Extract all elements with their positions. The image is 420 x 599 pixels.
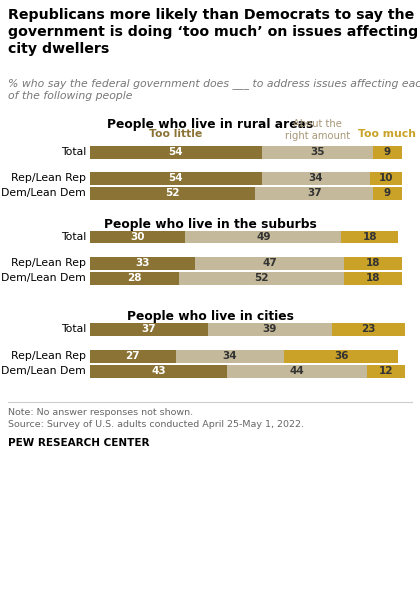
Text: 36: 36 [334,351,349,361]
Bar [255,186,373,199]
Text: Note: No answer responses not shown.: Note: No answer responses not shown. [8,408,193,417]
Text: 23: 23 [361,324,375,334]
Bar [90,186,255,199]
Bar [344,256,402,270]
Bar [373,186,402,199]
Text: PEW RESEARCH CENTER: PEW RESEARCH CENTER [8,438,150,448]
Text: 54: 54 [168,147,183,157]
Text: People who live in cities: People who live in cities [126,310,294,323]
Text: 37: 37 [307,188,321,198]
Bar [90,146,262,159]
Text: People who live in the suburbs: People who live in the suburbs [104,218,316,231]
Bar [332,322,405,335]
Text: 18: 18 [362,232,377,242]
Text: Dem/Lean Dem: Dem/Lean Dem [1,273,86,283]
Text: 49: 49 [256,232,270,242]
Bar [207,322,332,335]
Bar [284,349,399,362]
Text: 39: 39 [262,324,277,334]
Text: 47: 47 [262,258,277,268]
Text: Too much: Too much [358,129,416,139]
Text: Rep/Lean Rep: Rep/Lean Rep [11,351,86,361]
Text: Total: Total [61,232,86,242]
Text: 54: 54 [168,173,183,183]
Text: 9: 9 [384,147,391,157]
Text: 18: 18 [366,273,380,283]
Text: 12: 12 [378,366,393,376]
Text: About the
right amount: About the right amount [285,119,350,141]
Text: Republicans more likely than Democrats to say the
government is doing ‘too much’: Republicans more likely than Democrats t… [8,8,418,56]
Bar [367,365,405,377]
Bar [262,146,373,159]
Text: 18: 18 [366,258,380,268]
Bar [344,271,402,285]
Text: 33: 33 [135,258,150,268]
Bar [227,365,367,377]
Text: 44: 44 [289,366,304,376]
Bar [90,256,195,270]
Bar [90,231,185,244]
Text: Dem/Lean Dem: Dem/Lean Dem [1,188,86,198]
Text: 28: 28 [127,273,142,283]
Text: Total: Total [61,324,86,334]
Text: Source: Survey of U.S. adults conducted April 25-May 1, 2022.: Source: Survey of U.S. adults conducted … [8,420,304,429]
Bar [90,365,227,377]
Bar [195,256,344,270]
Text: 52: 52 [165,188,180,198]
Text: Rep/Lean Rep: Rep/Lean Rep [11,258,86,268]
Bar [90,349,176,362]
Text: 34: 34 [223,351,237,361]
Text: % who say the federal government does ___ to address issues affecting each
of th: % who say the federal government does __… [8,78,420,101]
Text: People who live in rural areas: People who live in rural areas [107,118,313,131]
Bar [179,271,344,285]
Text: 35: 35 [310,147,325,157]
Bar [341,231,399,244]
Text: Too little: Too little [149,129,202,139]
Text: 10: 10 [378,173,393,183]
Bar [262,171,370,184]
Bar [90,322,207,335]
Text: Total: Total [61,147,86,157]
Text: 52: 52 [255,273,269,283]
Bar [370,171,402,184]
Text: 34: 34 [308,173,323,183]
Text: 43: 43 [151,366,165,376]
Bar [176,349,284,362]
Text: 30: 30 [131,232,145,242]
Text: Dem/Lean Dem: Dem/Lean Dem [1,366,86,376]
Text: Rep/Lean Rep: Rep/Lean Rep [11,173,86,183]
Bar [185,231,341,244]
Bar [90,171,262,184]
Bar [373,146,402,159]
Text: 27: 27 [126,351,140,361]
Bar [90,271,179,285]
Text: 9: 9 [384,188,391,198]
Text: 37: 37 [142,324,156,334]
